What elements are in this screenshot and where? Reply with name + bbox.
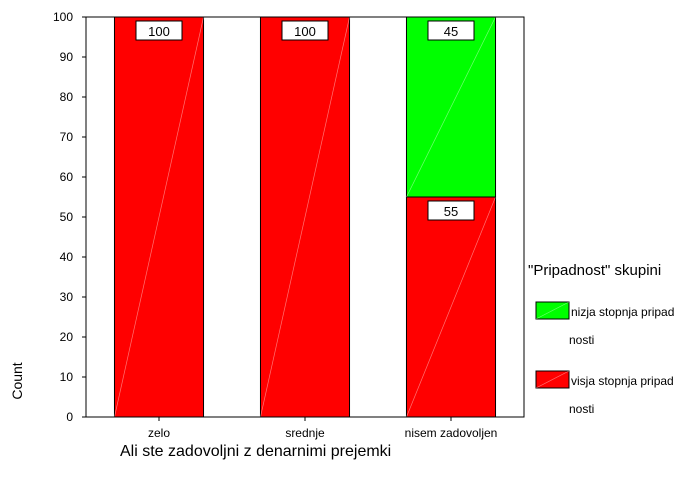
data-label: 55 bbox=[444, 204, 458, 219]
y-tick-label: 30 bbox=[60, 290, 74, 304]
bars-layer bbox=[113, 16, 497, 418]
x-tick-label: srednje bbox=[285, 426, 325, 440]
bar-hatch-line bbox=[406, 16, 496, 198]
legend-label: visja stopnja pripad bbox=[571, 374, 674, 388]
legend: "Pripadnost" skupini nizja stopnja pripa… bbox=[528, 262, 674, 416]
x-tick-label: zelo bbox=[148, 426, 170, 440]
y-tick-label: 90 bbox=[60, 50, 74, 64]
bar-hatch-line bbox=[260, 16, 350, 418]
legend-swatch bbox=[535, 370, 570, 389]
y-tick-label: 80 bbox=[60, 90, 74, 104]
y-tick-label: 60 bbox=[60, 170, 74, 184]
data-label-box bbox=[281, 20, 329, 41]
legend-swatch-hatch bbox=[535, 301, 570, 320]
y-tick-label: 20 bbox=[60, 330, 74, 344]
legend-swatch bbox=[535, 301, 570, 320]
legend-label: nosti bbox=[569, 402, 594, 416]
data-labels-layer: 100 100 55 45 bbox=[135, 20, 475, 221]
y-tick-label: 50 bbox=[60, 210, 74, 224]
legend-title: "Pripadnost" skupini bbox=[528, 262, 661, 279]
bar-segment bbox=[113, 16, 205, 418]
bar-segment bbox=[405, 196, 497, 418]
y-tick-label: 100 bbox=[53, 10, 73, 24]
legend-label: nosti bbox=[569, 333, 594, 347]
data-label-box bbox=[135, 20, 183, 41]
y-tick-label: 70 bbox=[60, 130, 74, 144]
data-label-box bbox=[427, 20, 475, 41]
x-tick-label: nisem zadovoljen bbox=[405, 426, 498, 440]
y-axis-title: Count bbox=[9, 362, 25, 399]
y-tick-label: 10 bbox=[60, 370, 74, 384]
y-tick-label: 40 bbox=[60, 250, 74, 264]
bar-hatch-line bbox=[114, 16, 204, 418]
y-tick-label: 0 bbox=[66, 410, 73, 424]
data-label: 100 bbox=[294, 24, 316, 39]
bar-segment bbox=[405, 16, 497, 198]
y-axis: 0 10 20 30 40 50 60 70 80 90 100 bbox=[53, 10, 86, 424]
bar-hatch-line bbox=[406, 196, 496, 418]
legend-swatch-hatch bbox=[535, 370, 570, 389]
legend-label: nizja stopnja pripad bbox=[571, 305, 674, 319]
data-label: 45 bbox=[444, 24, 458, 39]
x-axis: zelo srednje nisem zadovoljen bbox=[148, 417, 497, 440]
data-label: 100 bbox=[148, 24, 170, 39]
x-axis-title: Ali ste zadovoljni z denarnimi prejemki bbox=[120, 443, 391, 460]
bar-segment bbox=[259, 16, 351, 418]
data-label-box bbox=[427, 200, 475, 221]
